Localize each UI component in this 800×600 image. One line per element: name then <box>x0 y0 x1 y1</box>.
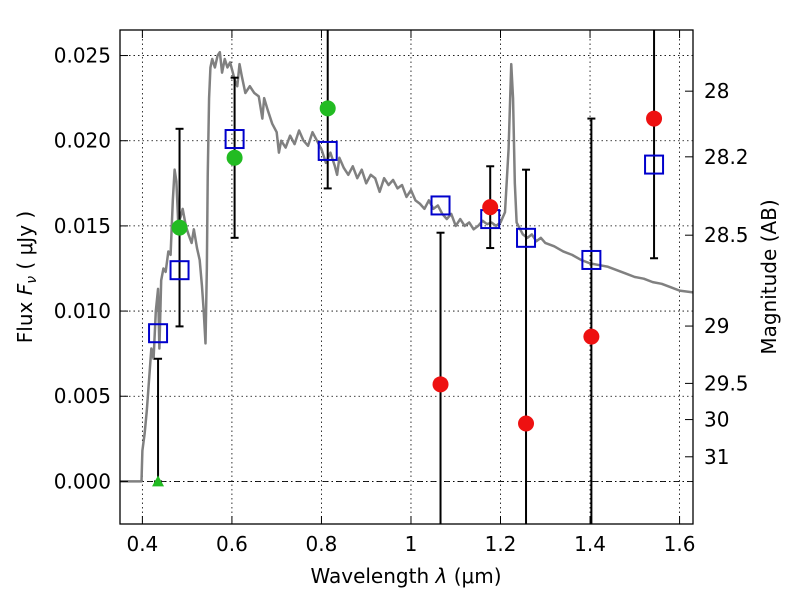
mag-tick-label: 28.5 <box>704 223 749 247</box>
axis-ticks: 0.4 0.6 0.8 1 1.2 1.4 1.6 0.000 0.005 0.010 0.015 0… <box>54 30 749 556</box>
magnitude-axis-label: Magnitude (AB) <box>757 199 781 354</box>
nir-photometry-point <box>646 110 663 127</box>
model-photometry-square <box>169 260 190 281</box>
nir-photometry-point <box>583 328 600 345</box>
mag-tick-label: 28.2 <box>704 145 749 169</box>
upper-limit-triangle <box>152 475 165 487</box>
y-tick-label: 0.015 <box>54 214 111 238</box>
x-tick-label: 0.6 <box>216 532 248 556</box>
nir-photometry-point <box>482 199 499 216</box>
optical-detection-point <box>226 149 243 166</box>
model-photometry-square <box>430 195 451 216</box>
x-tick-label: 1.4 <box>574 532 606 556</box>
y-tick-label: 0.000 <box>54 469 111 493</box>
model-photometry-square <box>516 227 537 248</box>
plot-area <box>120 30 693 524</box>
y-tick-label: 0.005 <box>54 384 111 408</box>
y-axis-label: Flux Fν ( μJy ) <box>13 211 40 343</box>
mag-tick-label: 31 <box>704 445 729 469</box>
plot-frame <box>119 29 694 525</box>
x-tick-label: 1.2 <box>485 532 517 556</box>
optical-detection-point <box>319 100 336 117</box>
mag-tick-label: 28 <box>704 79 729 103</box>
mag-tick-label: 30 <box>704 408 729 432</box>
x-tick-label: 1 <box>405 532 418 556</box>
nir-photometry-point <box>518 415 535 432</box>
model-photometry-square <box>224 129 245 150</box>
y-tick-label: 0.020 <box>54 129 111 153</box>
y-tick-label: 0.025 <box>54 44 111 68</box>
mag-tick-label: 29 <box>704 314 729 338</box>
model-photometry-square <box>644 154 665 175</box>
model-photometry-square <box>317 140 338 161</box>
x-tick-label: 0.4 <box>126 532 158 556</box>
mag-tick-label: 29.5 <box>704 371 749 395</box>
x-tick-label: 0.8 <box>306 532 338 556</box>
y-tick-label: 0.010 <box>54 299 111 323</box>
nir-photometry-point <box>432 376 449 393</box>
model-photometry-square <box>148 323 169 344</box>
model-photometry-square <box>581 249 602 270</box>
x-tick-label: 1.6 <box>664 532 696 556</box>
optical-detection-point <box>171 219 188 236</box>
x-axis-label: Wavelength λ (μm) <box>310 564 501 588</box>
